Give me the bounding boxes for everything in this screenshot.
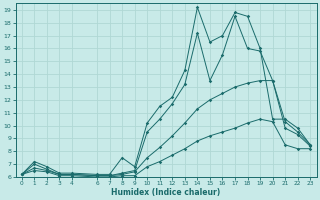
X-axis label: Humidex (Indice chaleur): Humidex (Indice chaleur) [111,188,221,197]
